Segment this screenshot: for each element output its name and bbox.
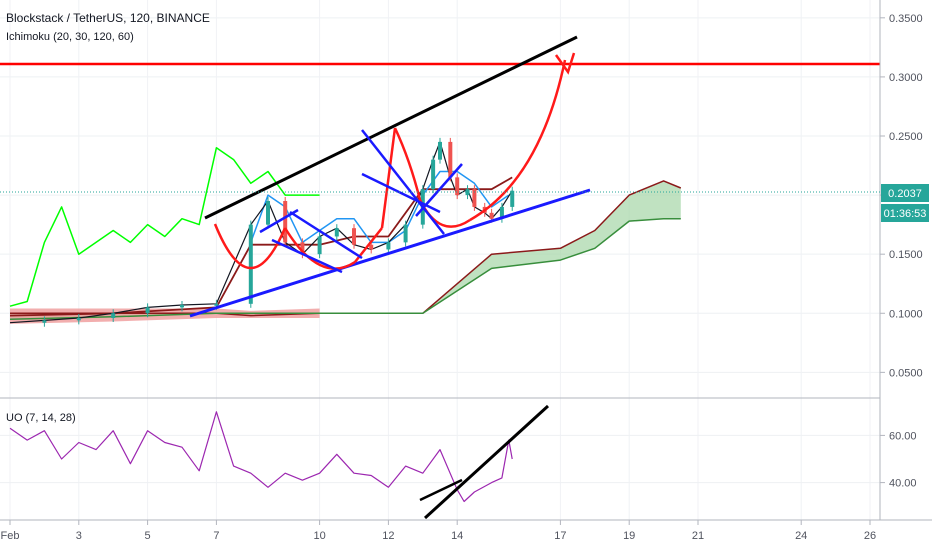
- uo-line: [9, 411, 513, 503]
- candle-body: [42, 320, 47, 323]
- blue-flag-2c: [415, 163, 463, 217]
- candle-body: [499, 206, 504, 219]
- osc-tick-label: 60.00: [889, 430, 917, 442]
- time-tick-label: 24: [795, 530, 807, 542]
- osc-trend-line: [423, 404, 550, 520]
- time-tick-label: 21: [692, 530, 704, 542]
- blue-flag-1b: [289, 210, 363, 260]
- oscillator-panel: [0, 411, 880, 503]
- candle-body: [283, 201, 288, 243]
- candle-body: [455, 177, 460, 196]
- candle-body: [180, 305, 184, 308]
- candle-body: [334, 228, 339, 237]
- red-arrow-head: [554, 52, 576, 75]
- last-price-value: 0.2037: [888, 188, 922, 200]
- time-tick-label: 12: [382, 530, 394, 542]
- time-tick-label: 3: [76, 530, 82, 542]
- price-tick-label: 0.2500: [889, 131, 923, 143]
- candle-body: [76, 318, 81, 321]
- time-tick-label: 17: [554, 530, 566, 542]
- red-rise-2: [380, 127, 397, 229]
- candle-body: [369, 244, 374, 250]
- countdown-tag: [881, 204, 929, 222]
- candle-body: [489, 212, 494, 219]
- osc-short-trend-line: [419, 478, 463, 502]
- blue-flag-2a: [361, 129, 445, 235]
- candle-body: [111, 313, 116, 318]
- uo-label[interactable]: UO (7, 14, 28): [6, 412, 76, 424]
- candle-body: [300, 242, 305, 255]
- lower-trend-line: [189, 188, 591, 318]
- oscillator-axis-ticks: 60.00 40.00: [880, 430, 917, 490]
- cup-curve-mid: [283, 227, 356, 270]
- candle-body: [145, 307, 150, 314]
- plot-background: [0, 0, 880, 520]
- price-tick-label: 0.3500: [889, 13, 923, 25]
- price-line: [9, 141, 513, 324]
- candle-body: [431, 159, 436, 190]
- price-axis-ticks: 0.35000.30000.25000.20000.15000.10000.05…: [880, 13, 923, 379]
- candle-body: [472, 189, 477, 207]
- upper-trend-line: [204, 35, 578, 220]
- price-axis-background[interactable]: [880, 0, 932, 550]
- price-tick-label: 0.1000: [889, 308, 923, 320]
- red-projection-curve: [469, 59, 567, 222]
- candle-body: [438, 141, 442, 160]
- candle-body: [403, 224, 408, 243]
- cloud-fill-red: [10, 308, 320, 324]
- candle-body: [386, 242, 391, 250]
- tenkan-line: [250, 170, 510, 244]
- span-b-line: [9, 217, 681, 320]
- ichimoku-label[interactable]: Ichimoku (20, 30, 120, 60): [6, 31, 134, 43]
- cup-curve-left: [213, 223, 287, 270]
- time-tick-label: 7: [213, 530, 219, 542]
- candle-body: [352, 228, 356, 245]
- candle-body: [266, 201, 270, 225]
- time-axis-ticks: Feb 3 5 7 10 12 14 17 19 21 24 26: [1, 520, 876, 542]
- chikou-line: [9, 147, 320, 307]
- blue-flag-2b: [361, 172, 441, 214]
- candle-body: [448, 141, 453, 178]
- countdown-value: 01:36:53: [884, 208, 927, 220]
- candle-body: [510, 190, 515, 207]
- time-tick-label: 26: [864, 530, 876, 542]
- time-tick-label: Feb: [1, 530, 20, 542]
- osc-tick-label: 40.00: [889, 478, 917, 490]
- blue-flag-1c: [271, 238, 343, 274]
- candle-body: [214, 303, 219, 306]
- time-tick-label: 19: [623, 530, 635, 542]
- time-tick-label: 10: [313, 530, 325, 542]
- time-tick-label: 5: [145, 530, 151, 542]
- price-tick-label: 0.0500: [889, 367, 923, 379]
- price-tick-label: 0.3000: [889, 72, 923, 84]
- candle-body: [465, 189, 470, 196]
- candle-body: [317, 236, 322, 255]
- red-dip-curve: [393, 127, 471, 228]
- last-price-tag: [881, 184, 929, 202]
- time-tick-label: 14: [451, 530, 463, 542]
- price-tick-label: 0.1500: [889, 249, 923, 261]
- candle-body: [248, 224, 253, 304]
- drawings: [0, 35, 880, 318]
- symbol-title[interactable]: Blockstack / TetherUS, 120, BINANCE: [6, 11, 210, 25]
